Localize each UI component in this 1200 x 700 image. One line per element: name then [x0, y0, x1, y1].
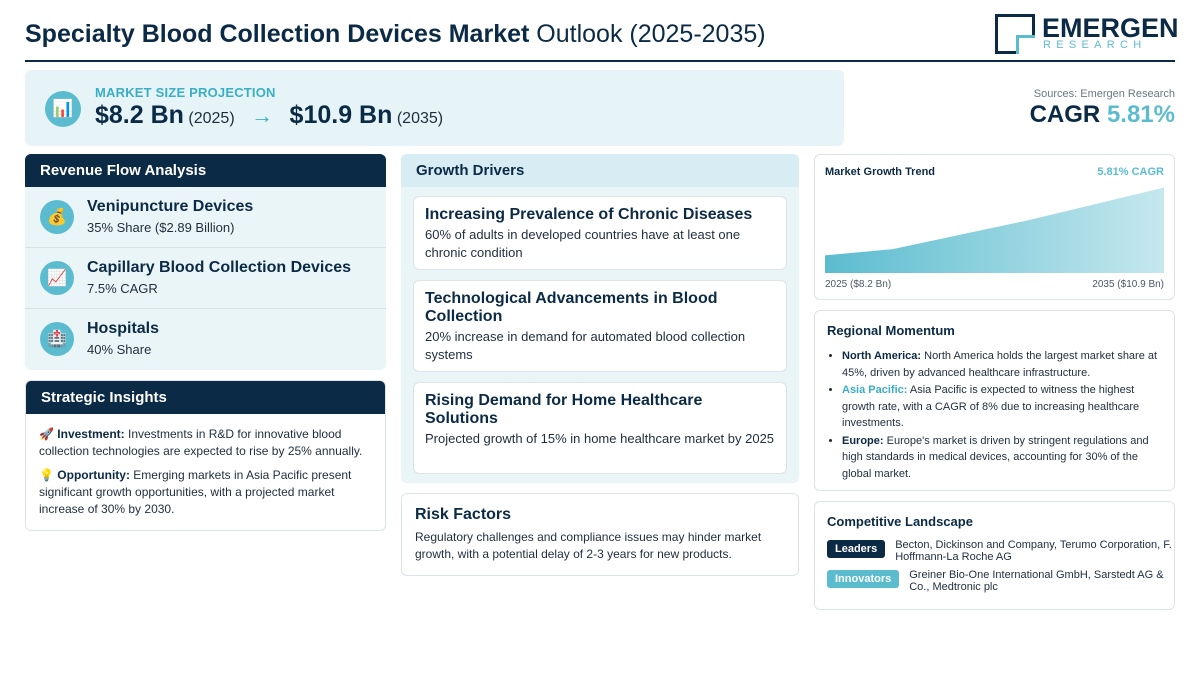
region-text: Asia Pacific is expected to witness the …	[842, 384, 1140, 429]
competitive-title: Competitive Landscape	[827, 514, 973, 529]
projection-label: MARKET SIZE PROJECTION	[95, 85, 276, 100]
region-name: Europe:	[842, 434, 884, 447]
logo-main-text: EMERGEN	[1042, 13, 1179, 43]
trend-cagr: 5.81% CAGR	[1097, 166, 1164, 178]
cagr-value: 5.81%	[1106, 101, 1175, 128]
competitive-landscape-card: Competitive Landscape Leaders Becton, Di…	[814, 501, 1175, 610]
risk-desc: Regulatory challenges and compliance iss…	[415, 530, 762, 561]
rocket-icon: 🚀	[39, 427, 54, 441]
revenue-item-sub: 7.5% CAGR	[87, 281, 158, 296]
logo-sub-text: RESEARCH	[1043, 39, 1147, 51]
insight-text: Investments in R&D for innovative blood …	[39, 427, 363, 458]
start-year: (2025)	[188, 110, 235, 127]
market-size-projection: 📊 MARKET SIZE PROJECTION $8.2 Bn (2025) …	[25, 70, 844, 146]
cagr-summary: Sources: Emergen Research CAGR 5.81%	[1030, 88, 1175, 129]
region-name: Asia Pacific:	[842, 384, 908, 396]
driver-desc: Projected growth of 15% in home healthca…	[425, 431, 775, 446]
arrow-right-icon: →	[251, 103, 274, 128]
trend-area	[825, 187, 1164, 273]
money-bag-icon: 💰	[40, 200, 74, 234]
driver-desc: 60% of adults in developed countries hav…	[425, 227, 741, 260]
growth-drivers-title: Growth Drivers	[401, 154, 799, 187]
insight-item: 🚀 Investment: Investments in R&D for inn…	[39, 426, 372, 460]
revenue-flow-title: Revenue Flow Analysis	[25, 154, 386, 187]
innovators-badge: Innovators	[827, 570, 900, 588]
driver-item: Increasing Prevalence of Chronic Disease…	[413, 196, 787, 270]
sources-text: Sources: Emergen Research	[1033, 88, 1175, 100]
hospital-icon: 🏥	[40, 322, 74, 356]
driver-desc: 20% increase in demand for automated blo…	[425, 329, 746, 362]
trend-chart	[825, 187, 1164, 273]
regional-list: North America: North America holds the l…	[827, 348, 1162, 482]
regional-item: Europe: Europe's market is driven by str…	[842, 433, 1162, 483]
logo-mark-icon	[995, 14, 1035, 54]
revenue-item-title: Venipuncture Devices	[87, 198, 254, 215]
page-header: Specialty Blood Collection Devices Marke…	[25, 13, 1179, 62]
title-light: Outlook (2025-2035)	[536, 20, 766, 48]
chart-increasing-icon: 📈	[40, 261, 74, 295]
innovators-row: Innovators Greiner Bio-One International…	[827, 569, 1174, 593]
cagr-headline: CAGR 5.81%	[1030, 101, 1175, 129]
trend-end-label: 2035 ($10.9 Bn)	[1092, 279, 1164, 290]
revenue-item: 💰 Venipuncture Devices 35% Share ($2.89 …	[25, 187, 386, 248]
leaders-badge: Leaders	[827, 540, 886, 558]
growth-drivers-card: Growth Drivers Increasing Prevalence of …	[401, 154, 799, 483]
market-growth-trend-card: Market Growth Trend 5.81% CAGR 2025 ($8.…	[814, 154, 1175, 300]
strategic-insights-card: Strategic Insights 🚀 Investment: Investm…	[25, 380, 386, 531]
light-bulb-icon: 💡	[39, 468, 54, 482]
bar-chart-icon: 📊	[45, 91, 81, 127]
revenue-flow-card: Revenue Flow Analysis 💰 Venipuncture Dev…	[25, 154, 386, 370]
revenue-item-title: Hospitals	[87, 320, 160, 337]
insight-item: 💡 Opportunity: Emerging markets in Asia …	[39, 467, 372, 518]
driver-title: Increasing Prevalence of Chronic Disease…	[425, 206, 753, 223]
strategic-insights-title: Strategic Insights	[26, 381, 385, 414]
logo: EMERGEN RESEARCH	[995, 13, 1179, 56]
regional-item: Asia Pacific: Asia Pacific is expected t…	[842, 382, 1162, 432]
regional-title: Regional Momentum	[827, 323, 955, 338]
revenue-item-sub: 35% Share ($2.89 Billion)	[87, 220, 235, 235]
innovators-text: Greiner Bio-One International GmbH, Sars…	[909, 569, 1164, 593]
projection-values: $8.2 Bn (2025) → $10.9 Bn (2035)	[95, 101, 443, 130]
revenue-item: 📈 Capillary Blood Collection Devices 7.5…	[25, 248, 386, 309]
regional-momentum-card: Regional Momentum North America: North A…	[814, 310, 1175, 491]
end-value: $10.9 Bn	[289, 101, 393, 129]
region-text: North America holds the largest market s…	[842, 350, 1158, 379]
leaders-row: Leaders Becton, Dickinson and Company, T…	[827, 539, 1174, 563]
cagr-label: CAGR	[1029, 101, 1101, 128]
driver-item: Technological Advancements in Blood Coll…	[413, 280, 787, 372]
risk-factors-card: Risk Factors Regulatory challenges and c…	[401, 493, 799, 576]
trend-start-label: 2025 ($8.2 Bn)	[825, 279, 892, 290]
trend-title: Market Growth Trend	[825, 166, 936, 178]
driver-title: Technological Advancements in Blood Coll…	[425, 290, 718, 325]
page-title: Specialty Blood Collection Devices Marke…	[25, 20, 766, 49]
region-text: Europe's market is driven by stringent r…	[842, 434, 1149, 480]
region-name: North America:	[842, 350, 922, 362]
insight-label: Investment:	[57, 427, 125, 441]
revenue-item-sub: 40% Share	[87, 342, 152, 357]
risk-title: Risk Factors	[415, 506, 512, 523]
revenue-item-title: Capillary Blood Collection Devices	[87, 259, 352, 276]
driver-item: Rising Demand for Home Healthcare Soluti…	[413, 382, 787, 474]
regional-item: North America: North America holds the l…	[842, 348, 1162, 381]
revenue-item: 🏥 Hospitals 40% Share	[25, 309, 386, 370]
insight-text: Emerging markets in Asia Pacific present…	[39, 468, 352, 516]
start-value: $8.2 Bn	[95, 101, 184, 129]
driver-title: Rising Demand for Home Healthcare Soluti…	[425, 392, 703, 427]
insight-label: Opportunity:	[57, 468, 130, 482]
title-bold: Specialty Blood Collection Devices Marke…	[25, 20, 530, 48]
end-year: (2035)	[396, 110, 444, 127]
leaders-text: Becton, Dickinson and Company, Terumo Co…	[895, 539, 1172, 563]
